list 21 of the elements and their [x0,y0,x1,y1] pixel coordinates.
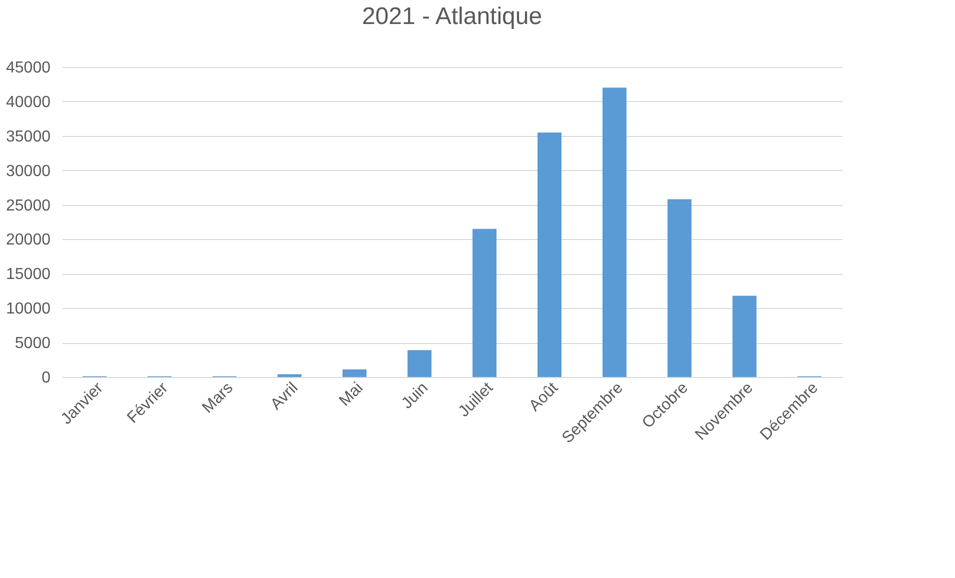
x-tick-label: Juin [398,380,432,412]
y-tick-label: 40000 [6,94,51,111]
y-tick-label: 15000 [6,266,51,284]
x-tick-label: Mai [336,380,367,410]
bar [342,369,366,377]
y-tick-label: 25000 [6,197,51,214]
y-tick-label: 5000 [14,335,51,352]
chart-title: 2021 - Atlantique [362,3,542,30]
y-tick-label: 35000 [6,128,51,146]
bar [472,228,496,377]
bar [668,199,692,377]
y-tick-label: 30000 [6,162,51,180]
bar [602,88,626,377]
y-tick-label: 10000 [6,300,51,318]
bar [732,296,756,377]
bar [278,374,302,377]
y-tick-label: 45000 [6,60,51,76]
y-tick-label: 0 [42,370,51,386]
y-tick-label: 20000 [6,232,51,249]
bar [538,132,562,377]
bar [408,350,432,377]
